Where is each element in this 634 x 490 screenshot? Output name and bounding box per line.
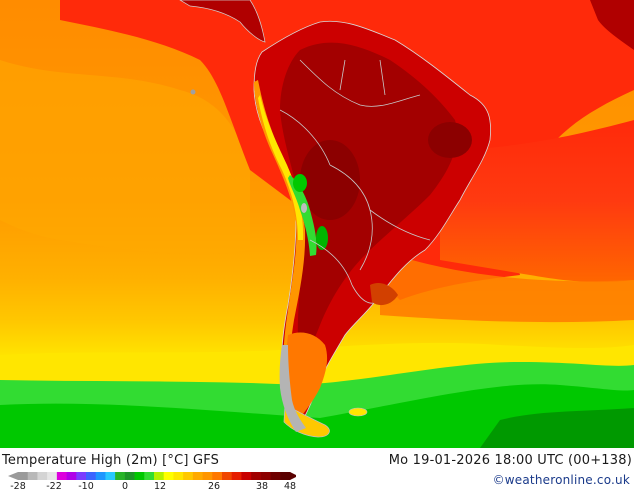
patagonia-orange	[286, 332, 328, 418]
forecast-datetime: Mo 19-01-2026 18:00 UTC (00+138)	[388, 453, 632, 468]
legend-swatch	[47, 472, 58, 480]
legend-tick-label: -10	[78, 481, 94, 490]
legend-tick-label: -22	[46, 481, 62, 490]
legend-tick-label: 26	[208, 481, 220, 490]
legend-swatch	[183, 472, 194, 480]
altiplano-green	[293, 174, 307, 192]
legend-swatch	[134, 472, 145, 480]
uruguay-coast	[370, 283, 398, 306]
legend-swatch	[212, 472, 223, 480]
legend-tick-label: 48	[284, 481, 296, 490]
legend-swatch	[163, 472, 174, 480]
legend-swatch	[173, 472, 184, 480]
legend-high-arrow	[290, 472, 296, 480]
andes-yellow-strip	[258, 95, 304, 240]
legend-swatch	[154, 472, 165, 480]
legend-swatch	[115, 472, 126, 480]
legend-swatch	[270, 472, 281, 480]
color-legend: -28 -22 -10 0 12 26 38 48	[8, 472, 296, 490]
africa-edge	[590, 0, 634, 50]
central-america-land	[179, 0, 266, 43]
legend-tick-label: 38	[256, 481, 268, 490]
amazon-dark-patch	[300, 140, 360, 220]
legend-swatch	[260, 472, 271, 480]
falkland-islands	[348, 407, 368, 417]
legend-tick-label: -28	[10, 481, 26, 490]
legend-swatch	[241, 472, 252, 480]
land-hottest-zone	[280, 42, 458, 370]
pacific-warm-zone	[0, 60, 250, 255]
legend-low-arrow	[8, 472, 18, 480]
legend-swatch	[18, 472, 29, 480]
puna-green	[316, 226, 328, 250]
map-footer: Temperature High (2m) [°C] GFS Mo 19-01-…	[0, 448, 634, 490]
legend-swatch	[95, 472, 106, 480]
south-atlantic-orange	[380, 250, 634, 323]
legend-swatch	[251, 472, 262, 480]
legend-swatch	[66, 472, 77, 480]
legend-swatch	[231, 472, 242, 480]
andes-grey-peak	[301, 203, 307, 213]
northeast-dark-patch	[428, 122, 472, 158]
legend-swatch	[105, 472, 116, 480]
legend-swatch	[37, 472, 48, 480]
legend-swatch	[76, 472, 87, 480]
legend-swatch	[280, 472, 291, 480]
temperature-map	[0, 0, 634, 448]
atlantic-hot-zone	[440, 120, 634, 283]
legend-swatch	[144, 472, 155, 480]
legend-swatch	[86, 472, 97, 480]
galapagos-islands	[190, 89, 196, 95]
legend-swatch	[192, 472, 203, 480]
legend-swatch	[202, 472, 213, 480]
country-borders	[279, 59, 431, 304]
southern-andes-grey	[279, 345, 306, 432]
map-title: Temperature High (2m) [°C] GFS	[2, 453, 220, 468]
legend-swatch	[27, 472, 38, 480]
andes-orange-strip	[254, 80, 306, 380]
source-credit[interactable]: ©weatheronline.co.uk	[492, 473, 630, 487]
legend-swatch	[56, 472, 67, 480]
legend-tick-label: 0	[122, 481, 128, 490]
legend-tick-label: 12	[154, 481, 166, 490]
antarctic-darkest-green	[480, 408, 634, 448]
andes-green-patch	[288, 175, 317, 256]
legend-swatch	[222, 472, 233, 480]
southern-dark-green	[0, 384, 634, 448]
legend-swatch	[124, 472, 135, 480]
